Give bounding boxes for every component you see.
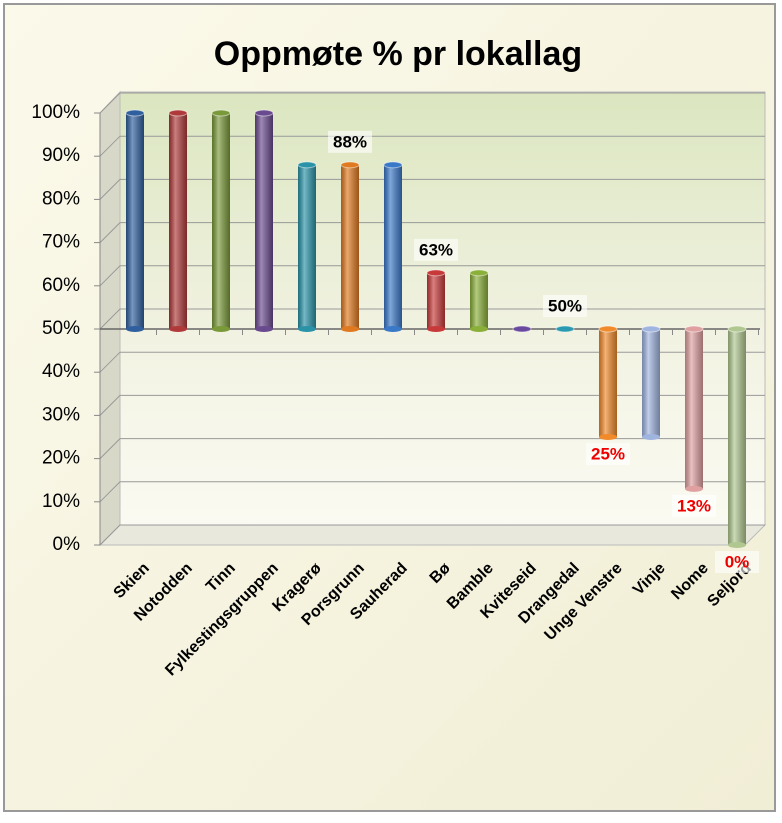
value-label-bg [672, 494, 716, 517]
bar-bottom [642, 434, 660, 440]
bar-bottom [298, 326, 316, 332]
y-tick-label: 10% [42, 491, 80, 512]
bar-top [340, 161, 360, 169]
bar-bottom [384, 326, 402, 332]
bar [340, 161, 360, 332]
grid-line [99, 394, 765, 416]
y-tick-label: 90% [42, 145, 80, 166]
bar [555, 325, 575, 333]
bar-shade [255, 113, 273, 329]
bar-top [426, 269, 446, 277]
bar-bottom [728, 542, 746, 548]
bar [598, 325, 618, 440]
value-label: 25% [591, 444, 625, 463]
bar [426, 269, 446, 332]
grid-line [99, 222, 765, 243]
chart-title: Oppmøte % pr lokallag [214, 35, 582, 73]
bar-bottom [169, 326, 187, 332]
bar-shade [685, 329, 703, 489]
bar-top [383, 161, 403, 169]
value-label-bg [586, 443, 630, 465]
bar-shade [427, 272, 445, 329]
bar-top [469, 269, 489, 277]
bar [727, 325, 747, 548]
bar [254, 109, 274, 332]
bar [684, 325, 704, 492]
value-label-bg [715, 551, 759, 573]
value-label: 88% [333, 132, 367, 151]
bar-top [512, 325, 532, 333]
y-tick-label: 20% [42, 448, 80, 469]
y-tick-label: 30% [42, 404, 80, 425]
bar-bottom [212, 326, 230, 332]
grid-line [99, 351, 765, 373]
bar-top [211, 109, 231, 117]
grid-line [99, 265, 765, 287]
y-tick-label: 100% [31, 102, 80, 123]
value-label: 0% [725, 552, 750, 571]
bar [469, 269, 489, 332]
bar-shade [384, 164, 402, 329]
bar-shade [298, 164, 316, 329]
bar-shade [470, 272, 488, 329]
floor [98, 524, 767, 546]
bar-bottom [599, 434, 617, 440]
grid-line [99, 524, 765, 546]
y-tick-label: 50% [42, 318, 80, 339]
bar-bottom [126, 326, 144, 332]
bar-shade [126, 113, 144, 329]
y-tick-label: 80% [42, 188, 80, 209]
value-label-bg [543, 295, 587, 317]
bar-top [598, 325, 618, 333]
bar-top [297, 161, 317, 169]
bar-bottom [685, 485, 703, 492]
bar [641, 325, 661, 440]
grid-line [99, 92, 765, 114]
grid-line [99, 481, 765, 503]
grid-line [99, 135, 765, 157]
bar [297, 161, 317, 332]
bar [211, 109, 231, 332]
value-label: 63% [419, 240, 453, 259]
bar-shade [642, 329, 660, 437]
value-label: 50% [548, 296, 582, 315]
bar-shade [341, 164, 359, 329]
bar-bottom [470, 326, 488, 332]
bar-bottom [427, 326, 445, 332]
bar-shade [212, 113, 230, 329]
bar-top [254, 109, 274, 117]
bar-shade [169, 113, 187, 329]
bar-top [125, 109, 145, 117]
bar-shade [728, 329, 746, 545]
bar [125, 109, 145, 332]
bar-shade [599, 329, 617, 437]
bar [168, 109, 188, 332]
bar-top [168, 109, 188, 117]
value-label: 13% [677, 496, 711, 515]
bar-top [727, 325, 747, 333]
y-tick-label: 0% [53, 534, 81, 555]
bar-bottom [255, 326, 273, 332]
bar [512, 325, 532, 333]
value-label-bg [328, 130, 372, 153]
bar [383, 161, 403, 332]
value-label-bg [414, 238, 458, 261]
bar-bottom [341, 326, 359, 332]
bar-top [684, 325, 704, 333]
bar-top [641, 325, 661, 333]
y-tick-label: 40% [42, 361, 80, 382]
bar-top [555, 325, 575, 333]
grid-line [99, 438, 765, 459]
y-tick-label: 70% [42, 232, 80, 253]
grid-line [99, 178, 765, 200]
y-tick-label: 60% [42, 275, 80, 296]
